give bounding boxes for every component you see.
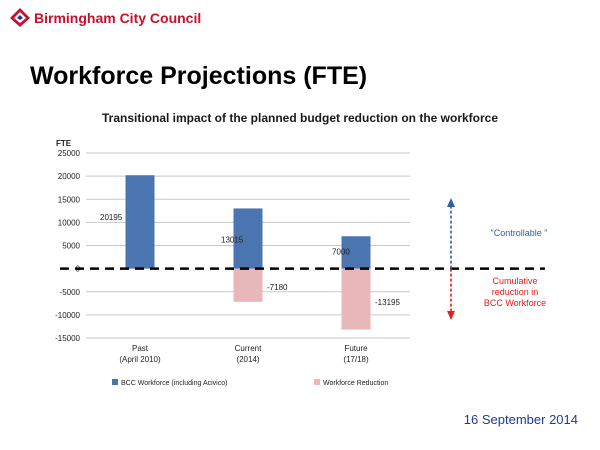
x-tick-label: Current [235, 344, 262, 353]
reduction-data-label: -13195 [375, 298, 400, 307]
chart-title: Transitional impact of the planned budge… [101, 111, 499, 125]
presentation-date: 16 September 2014 [463, 412, 578, 427]
reduction-bar [341, 268, 371, 330]
workforce-bar [125, 175, 155, 269]
y-tick-label: 15000 [58, 195, 81, 204]
council-logo-icon [10, 8, 30, 27]
council-logo: Birmingham City Council [8, 6, 208, 36]
legend-swatch-reduction [314, 379, 320, 385]
reduction-data-label: -7180 [267, 283, 288, 292]
x-tick-sublabel: (2014) [236, 355, 259, 364]
y-axis-title: FTE [56, 139, 72, 148]
workforce-bar [233, 208, 263, 269]
cumulative-note-line-1: Cumulative [492, 276, 538, 286]
legend-label-workforce: BCC Workforce (including Acivico) [121, 380, 227, 387]
y-tick-label: 20000 [58, 172, 81, 181]
x-tick-sublabel: (April 2010) [119, 355, 161, 364]
cumulative-note: Cumulative reduction in BCC Workforce [470, 276, 560, 309]
controllable-note: "Controllable " [490, 228, 548, 238]
y-tick-label: 5000 [62, 242, 80, 251]
cumulative-note-line-2: reduction in [491, 287, 539, 297]
workforce-data-label: 7000 [332, 248, 350, 257]
cumulative-note-line-3: BCC Workforce [483, 298, 547, 308]
reduction-arrow-head [447, 311, 455, 320]
legend-swatch-workforce [112, 379, 118, 385]
x-tick-label: Past [132, 344, 149, 353]
x-tick-label: Future [344, 344, 368, 353]
legend-label-reduction: Workforce Reduction [323, 380, 388, 387]
workforce-data-label: 13015 [221, 236, 244, 245]
controllable-arrow-head [447, 198, 455, 207]
y-tick-label: 10000 [58, 218, 81, 227]
org-name: Birmingham City Council [34, 10, 202, 26]
workforce-data-label: 20195 [100, 213, 123, 222]
y-tick-label: -15000 [55, 334, 80, 343]
y-tick-label: 25000 [58, 149, 81, 158]
y-tick-label: -5000 [60, 288, 81, 297]
y-tick-label: -10000 [55, 311, 80, 320]
page-title: Workforce Projections (FTE) [30, 62, 368, 90]
x-tick-sublabel: (17/18) [343, 355, 369, 364]
reduction-bar [233, 268, 263, 302]
workforce-bar [341, 236, 371, 269]
